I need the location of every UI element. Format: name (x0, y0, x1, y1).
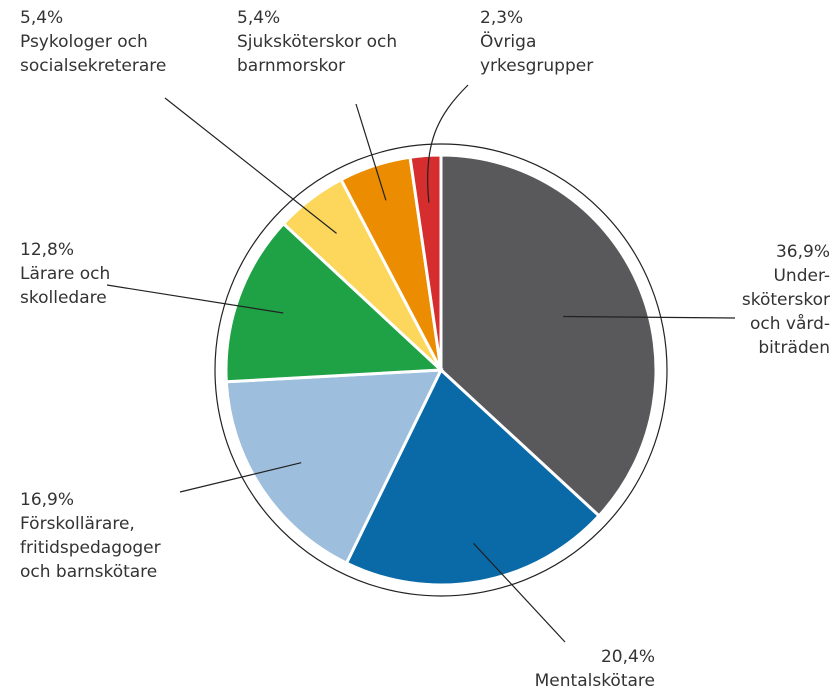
value-label: 12,8% (20, 240, 75, 260)
slice-label: 5,4% Sjuksköterskor och barnmorskor (237, 6, 467, 78)
value-label: 16,9% (20, 490, 75, 510)
category-label: Mentalskötare (534, 671, 655, 691)
category-label: Förskollärare, fritidspedagoger och barn… (20, 514, 161, 582)
leader-line (355, 103, 387, 201)
pie-slice (439, 153, 658, 518)
category-label: Sjuksköterskor och barnmorskor (237, 32, 398, 76)
leader-line (106, 284, 284, 314)
value-label: 36,9% (775, 242, 830, 262)
slice-label: 20,4% Mentalskötare (460, 645, 655, 693)
category-label: Under- sköterskor och vård- biträden (741, 266, 830, 358)
pie-slice (224, 221, 445, 384)
category-label: Övriga yrkesgrupper (480, 32, 594, 76)
leader-line (164, 97, 337, 234)
value-label: 20,4% (600, 647, 655, 667)
value-label: 2,3% (480, 8, 524, 28)
outer-ring (214, 143, 668, 597)
slice-label: 2,3% Övriga yrkesgrupper (480, 6, 660, 78)
leader-line (179, 462, 302, 493)
leader-line (563, 315, 736, 319)
pie-slice (408, 153, 443, 371)
value-label: 5,4% (237, 8, 281, 28)
slice-label: 5,4% Psykologer och socialsekreterare (20, 6, 240, 78)
slice-label: 12,8% Lärare och skolledare (20, 238, 220, 310)
value-label: 5,4% (20, 8, 64, 28)
pie-slice (224, 368, 444, 566)
category-label: Lärare och skolledare (20, 264, 111, 308)
slice-label: 16,9% Förskollärare, fritidspedagoger och… (20, 488, 240, 584)
slice-label: 36,9% Under- sköterskor och vård- biträde… (640, 240, 830, 360)
leader-line (427, 84, 469, 203)
leader-line (473, 542, 566, 643)
category-label: Psykologer och socialsekreterare (20, 32, 167, 76)
pie-slice (344, 367, 602, 587)
